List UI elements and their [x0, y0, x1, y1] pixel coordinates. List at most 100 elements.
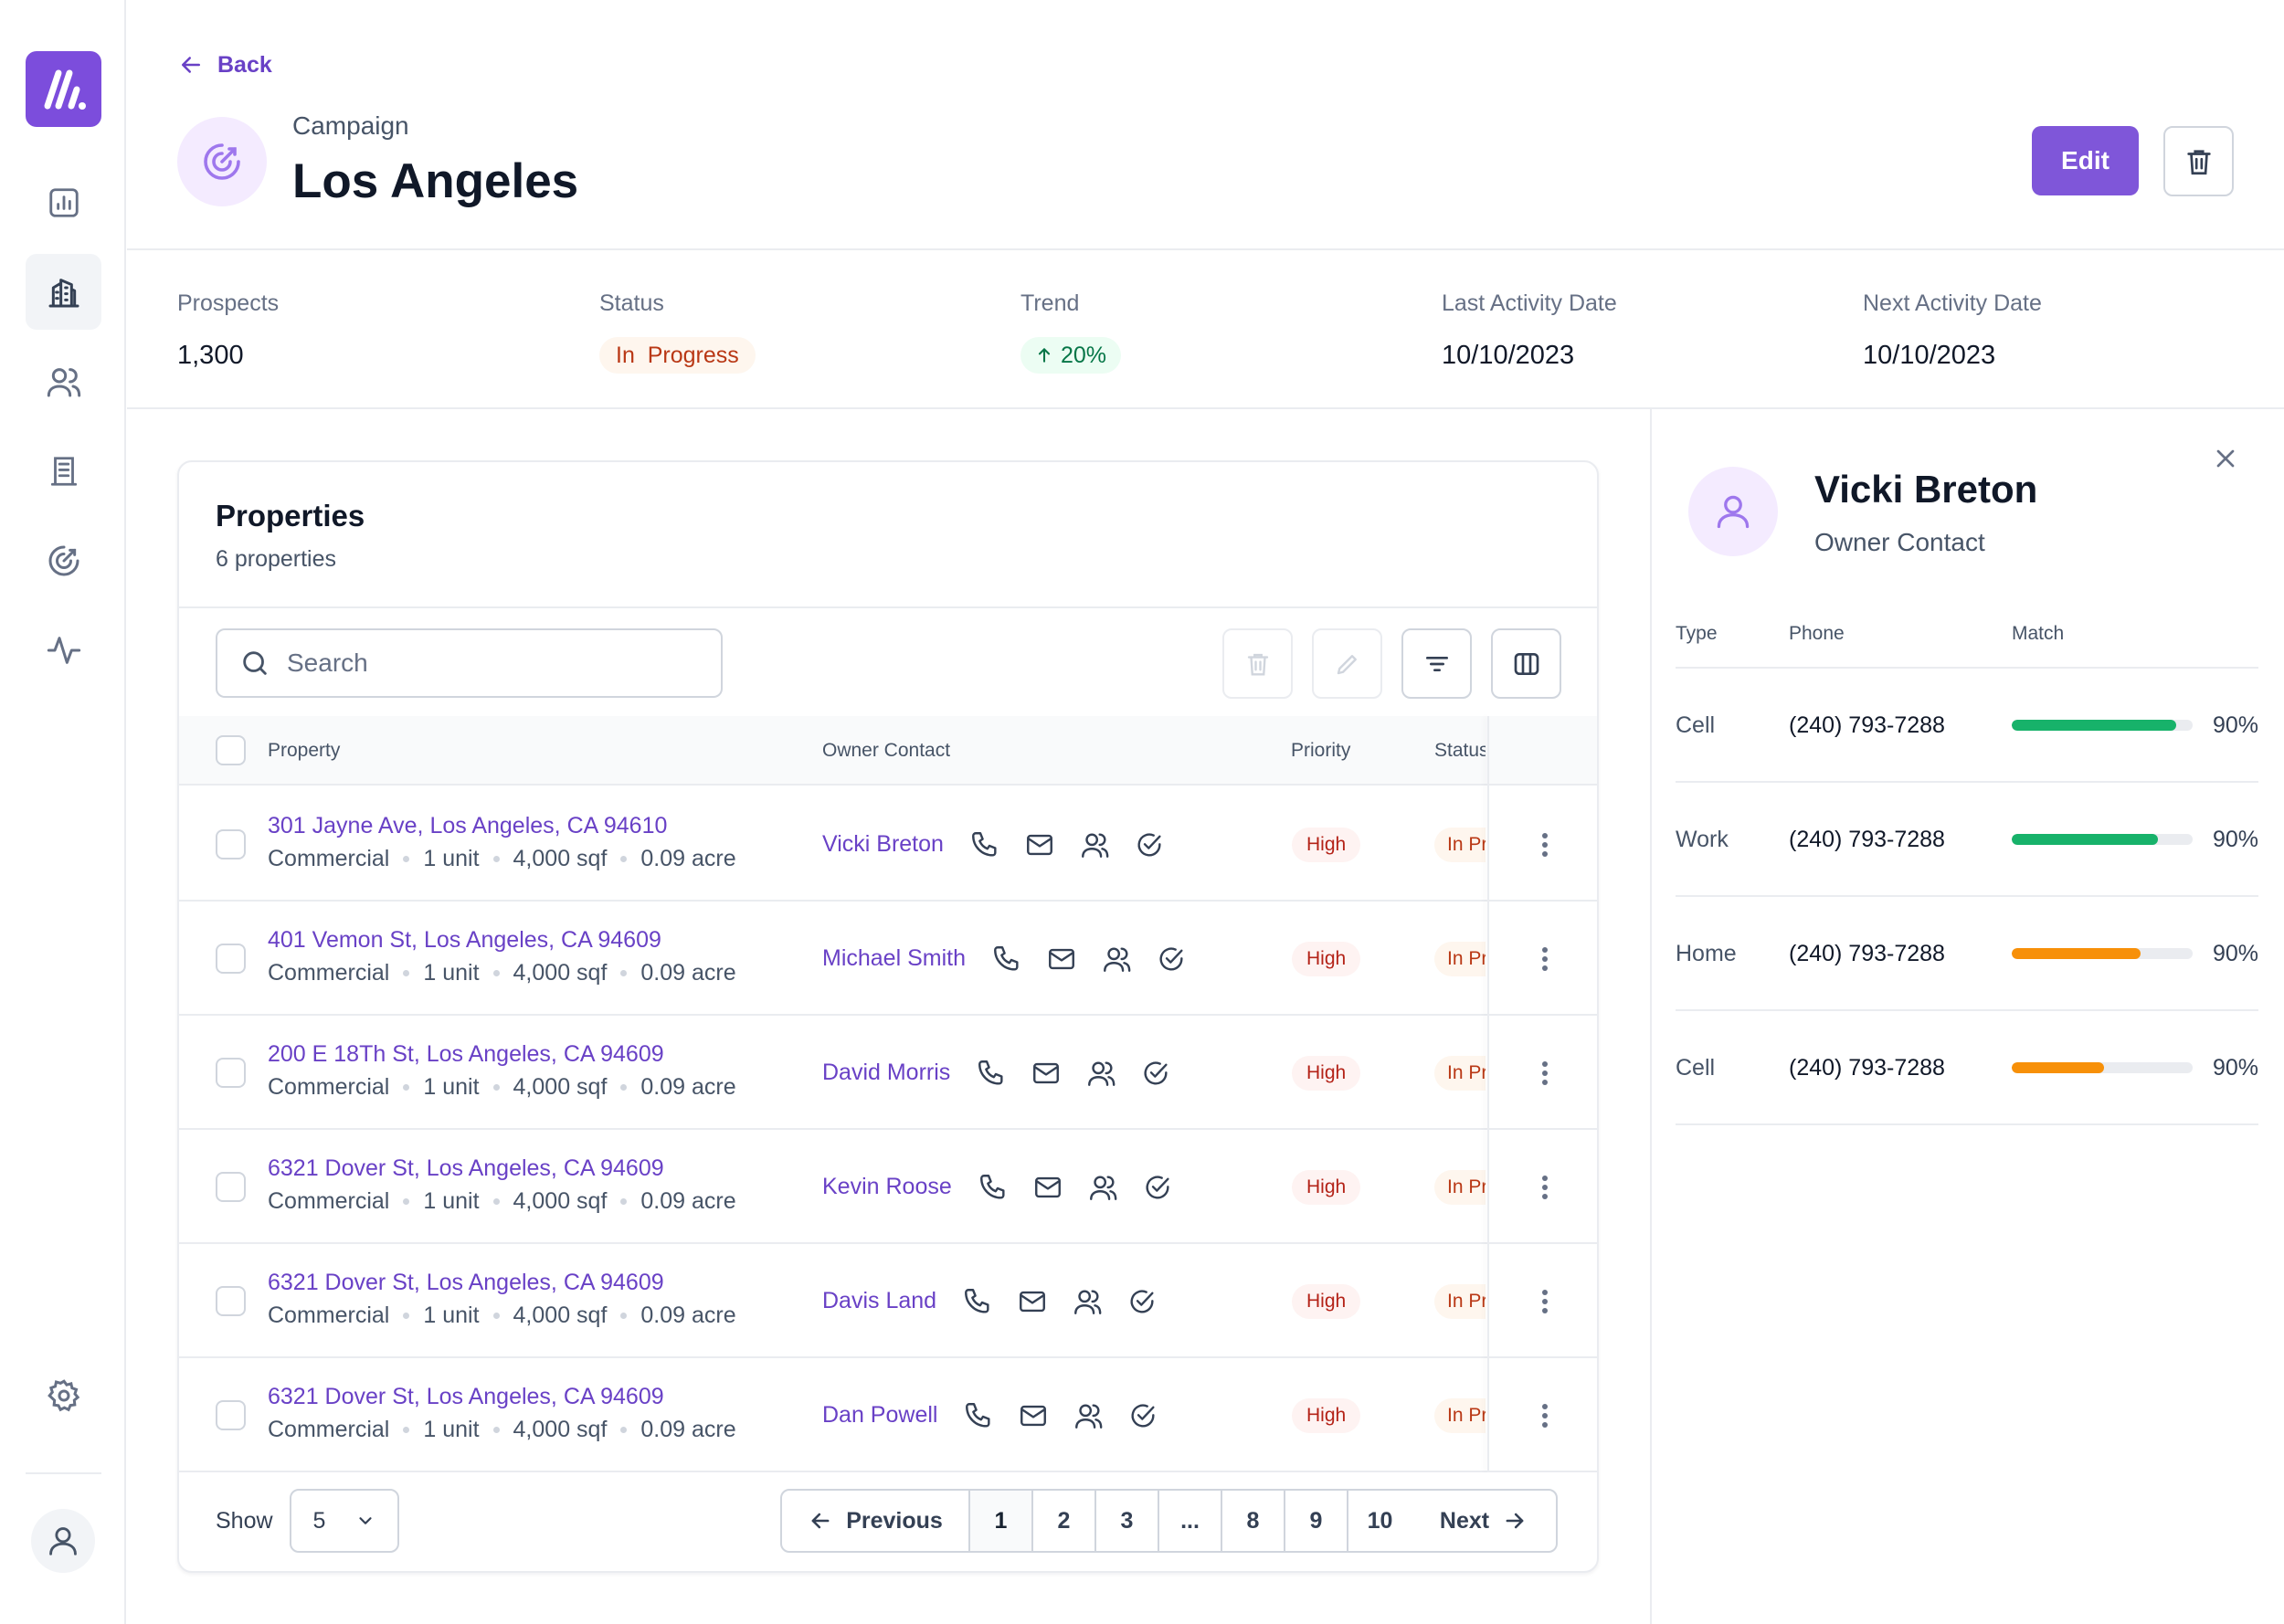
edit-button[interactable]: Edit — [2032, 126, 2139, 195]
page-size-select[interactable]: 5 — [289, 1489, 399, 1553]
table-row[interactable]: 6321 Dover St, Los Angeles, CA 94609 Comm… — [179, 1358, 1597, 1472]
property-address-link[interactable]: 200 E 18Th St, Los Angeles, CA 94609 — [268, 1041, 664, 1067]
search-input[interactable]: Search — [216, 628, 723, 698]
verify-button[interactable] — [1142, 1172, 1173, 1203]
table-row[interactable]: 200 E 18Th St, Los Angeles, CA 94609 Comm… — [179, 1016, 1597, 1130]
call-button[interactable] — [991, 944, 1022, 975]
call-button[interactable] — [969, 829, 1000, 860]
email-button[interactable] — [1018, 1400, 1049, 1431]
verify-button[interactable] — [1140, 1058, 1171, 1089]
contacts-button[interactable] — [1085, 1058, 1116, 1089]
email-button[interactable] — [1024, 829, 1055, 860]
row-menu-button[interactable] — [1540, 1056, 1549, 1091]
phone-row: Cell (240) 793-7288 90% — [1676, 667, 2258, 781]
table-row[interactable]: 6321 Dover St, Los Angeles, CA 94609 Comm… — [179, 1130, 1597, 1244]
phone-number[interactable]: (240) 793-7288 — [1789, 941, 1945, 966]
row-checkbox[interactable] — [216, 1400, 246, 1430]
table-row[interactable]: 6321 Dover St, Los Angeles, CA 94609 Comm… — [179, 1244, 1597, 1358]
nav-campaigns[interactable] — [26, 522, 101, 598]
page-number-button[interactable]: 10 — [1367, 1507, 1393, 1534]
row-menu-button[interactable] — [1540, 942, 1549, 976]
email-button[interactable] — [1032, 1172, 1063, 1203]
select-all-checkbox[interactable] — [216, 735, 246, 765]
row-menu-button[interactable] — [1540, 1284, 1549, 1319]
separator-dot — [492, 1084, 500, 1091]
row-menu-button[interactable] — [1540, 1398, 1549, 1433]
columns-button[interactable] — [1491, 628, 1561, 699]
verify-button[interactable] — [1126, 1286, 1158, 1317]
page-number-button[interactable]: 1 — [970, 1491, 1033, 1551]
property-address-link[interactable]: 401 Vemon St, Los Angeles, CA 94609 — [268, 927, 661, 953]
call-button[interactable] — [962, 1286, 993, 1317]
property-address-link[interactable]: 6321 Dover St, Los Angeles, CA 94609 — [268, 1270, 664, 1295]
nav-documents[interactable] — [26, 433, 101, 509]
owner-contact-cell: Michael Smith — [822, 902, 1187, 1016]
close-icon — [2216, 449, 2235, 468]
email-button[interactable] — [1031, 1058, 1062, 1089]
phone-number[interactable]: (240) 793-7288 — [1789, 712, 1945, 738]
owner-contact-link[interactable]: Kevin Roose — [822, 1174, 952, 1199]
page-number-button[interactable]: 8 — [1222, 1491, 1285, 1551]
col-owner-contact[interactable]: Owner Contact — [822, 740, 951, 761]
row-menu-button[interactable] — [1540, 828, 1549, 862]
owner-contact-link[interactable]: Vicki Breton — [822, 831, 944, 857]
filter-button[interactable] — [1401, 628, 1472, 699]
property-address-link[interactable]: 6321 Dover St, Los Angeles, CA 94609 — [268, 1384, 664, 1409]
delete-campaign-button[interactable] — [2163, 126, 2234, 196]
contacts-button[interactable] — [1073, 1400, 1104, 1431]
row-checkbox[interactable] — [216, 944, 246, 974]
trend-badge: 20% — [1020, 337, 1122, 374]
row-checkbox[interactable] — [216, 1058, 246, 1088]
target-icon — [48, 545, 79, 575]
property-address-link[interactable]: 6321 Dover St, Los Angeles, CA 94609 — [268, 1155, 664, 1181]
phone-number[interactable]: (240) 793-7288 — [1789, 1055, 1945, 1081]
row-checkbox[interactable] — [216, 829, 246, 859]
table-row[interactable]: 401 Vemon St, Los Angeles, CA 94609 Comme… — [179, 902, 1597, 1016]
contacts-button[interactable] — [1101, 944, 1132, 975]
row-checkbox[interactable] — [216, 1286, 246, 1316]
phone-number[interactable]: (240) 793-7288 — [1789, 827, 1945, 852]
previous-page-button[interactable]: Previous — [782, 1491, 970, 1551]
call-button[interactable] — [978, 1172, 1009, 1203]
nav-settings[interactable] — [26, 1357, 101, 1433]
verify-button[interactable] — [1156, 944, 1187, 975]
nav-properties[interactable] — [26, 254, 101, 330]
trash-icon — [1247, 653, 1268, 675]
call-button[interactable] — [976, 1058, 1007, 1089]
page-number-button[interactable]: 9 — [1285, 1491, 1348, 1551]
owner-contact-link[interactable]: Michael Smith — [822, 945, 966, 971]
contacts-button[interactable] — [1079, 829, 1110, 860]
close-panel-button[interactable] — [2211, 444, 2240, 473]
page-number-button[interactable]: 3 — [1096, 1491, 1159, 1551]
owner-contact-link[interactable]: Dan Powell — [822, 1402, 938, 1428]
contacts-button[interactable] — [1087, 1172, 1118, 1203]
verify-button[interactable] — [1127, 1400, 1158, 1431]
col-priority[interactable]: Priority — [1291, 740, 1351, 761]
nav-activity[interactable] — [26, 612, 101, 688]
bulk-edit-button[interactable] — [1312, 628, 1382, 699]
owner-contact-link[interactable]: David Morris — [822, 1060, 951, 1085]
table-row[interactable]: 301 Jayne Ave, Los Angeles, CA 94610 Comm… — [179, 787, 1597, 902]
contact-actions — [969, 829, 1165, 860]
contacts-button[interactable] — [1072, 1286, 1103, 1317]
owner-contact-link[interactable]: Davis Land — [822, 1288, 937, 1313]
page-number-button[interactable]: 2 — [1033, 1491, 1096, 1551]
nav-dashboard[interactable] — [26, 164, 101, 240]
col-property[interactable]: Property — [268, 740, 341, 761]
bulk-delete-button[interactable] — [1222, 628, 1293, 699]
stat-next-activity: Next Activity Date 10/10/2023 — [1863, 290, 2042, 374]
call-button[interactable] — [963, 1400, 994, 1431]
nav-contacts[interactable] — [26, 343, 101, 419]
col-status[interactable]: Status — [1434, 740, 1486, 761]
email-button[interactable] — [1046, 944, 1077, 975]
back-link[interactable]: Back — [177, 51, 272, 79]
verify-button[interactable] — [1134, 829, 1165, 860]
user-avatar[interactable] — [31, 1509, 95, 1573]
email-button[interactable] — [1017, 1286, 1048, 1317]
property-address-link[interactable]: 301 Jayne Ave, Los Angeles, CA 94610 — [268, 813, 668, 838]
next-page-button[interactable]: Next — [1412, 1491, 1556, 1551]
row-menu-button[interactable] — [1540, 1170, 1549, 1205]
property-type: Commercial — [268, 1188, 390, 1214]
row-checkbox[interactable] — [216, 1172, 246, 1202]
app-logo[interactable] — [26, 51, 101, 127]
